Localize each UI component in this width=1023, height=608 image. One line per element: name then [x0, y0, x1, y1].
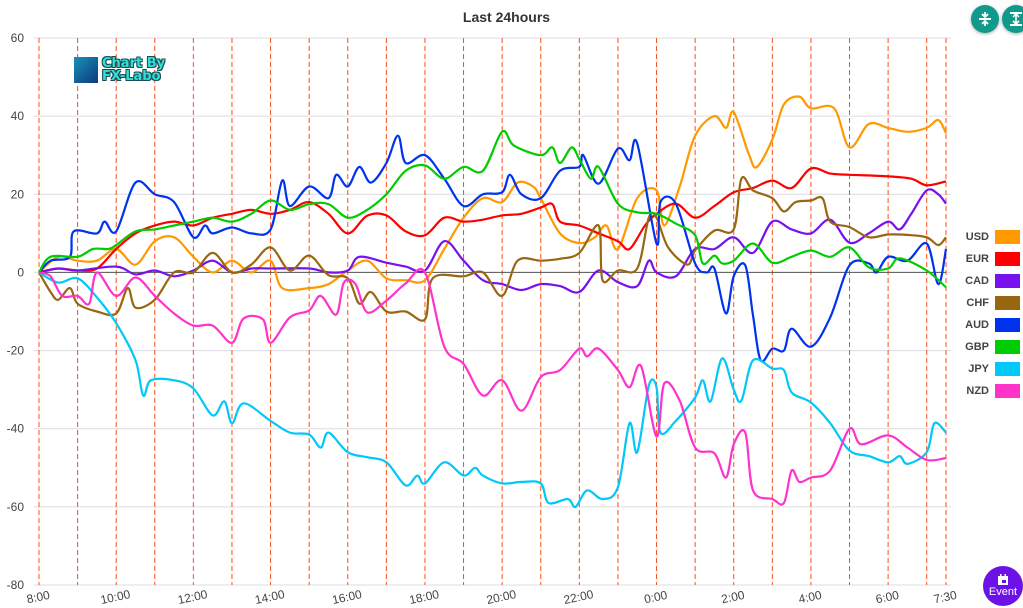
legend-label: USD — [965, 231, 989, 243]
legend-swatch — [995, 318, 1020, 332]
axis-labels: 60 40 20 0 -20 -40 -60 -808:00 10:00 12:00 14:00 16… — [7, 31, 959, 607]
legend-swatch — [995, 384, 1020, 398]
x-tick-label: 6:00 — [874, 588, 900, 607]
legend-item-gbp[interactable]: GBP — [955, 336, 1020, 358]
x-tick-label: 14:00 — [254, 587, 287, 607]
series-line-jpy — [38, 271, 947, 509]
legend-swatch — [995, 340, 1020, 354]
compress-vertical-icon — [979, 12, 991, 26]
series-line-chf — [38, 176, 947, 322]
legend-swatch — [995, 252, 1020, 266]
event-label: Event — [988, 586, 1018, 598]
event-button[interactable]: Event — [983, 566, 1023, 606]
series-line-gbp — [38, 129, 947, 289]
y-tick-label: -60 — [7, 500, 25, 514]
x-tick-label: 7:30 — [932, 588, 958, 607]
legend-item-eur[interactable]: EUR — [955, 248, 1020, 270]
series-lines — [38, 95, 948, 509]
grid — [34, 37, 951, 586]
x-tick-label: 12:00 — [176, 587, 209, 607]
series-line-cad — [38, 188, 947, 294]
x-tick-label: 22:00 — [562, 587, 595, 607]
legend: USD EUR CAD CHF AUD GBP JPY NZD — [955, 226, 1020, 402]
legend-swatch — [995, 296, 1020, 310]
legend-item-chf[interactable]: CHF — [955, 292, 1020, 314]
legend-item-cad[interactable]: CAD — [955, 270, 1020, 292]
legend-item-jpy[interactable]: JPY — [955, 358, 1020, 380]
x-tick-label: 2:00 — [720, 588, 746, 607]
series-line-eur — [38, 166, 947, 274]
logo: Chart By FX-Labo — [74, 57, 165, 83]
collapse-button[interactable] — [971, 5, 999, 33]
legend-label: JPY — [968, 363, 989, 375]
legend-item-nzd[interactable]: NZD — [955, 380, 1020, 402]
y-tick-label: 60 — [11, 31, 25, 45]
legend-item-usd[interactable]: USD — [955, 226, 1020, 248]
x-tick-label: 8:00 — [25, 588, 51, 607]
x-tick-label: 10:00 — [99, 587, 132, 607]
legend-item-aud[interactable]: AUD — [955, 314, 1020, 336]
logo-line2: FX-Labo — [102, 69, 161, 84]
legend-label: GBP — [965, 341, 989, 353]
series-line-nzd — [38, 267, 947, 506]
x-tick-label: 4:00 — [797, 588, 823, 607]
legend-label: EUR — [965, 253, 989, 265]
logo-magnifier-icon — [74, 57, 98, 83]
logo-line1: Chart By — [102, 56, 166, 71]
y-tick-label: 40 — [11, 109, 25, 123]
expand-button[interactable] — [1002, 5, 1023, 33]
y-tick-label: -80 — [7, 578, 25, 592]
legend-swatch — [995, 274, 1020, 288]
y-tick-label: 20 — [11, 187, 25, 201]
y-tick-label: -40 — [7, 422, 25, 436]
expand-vertical-icon — [1010, 12, 1022, 26]
x-tick-label: 20:00 — [485, 587, 518, 607]
series-line-aud — [38, 134, 948, 363]
legend-label: CAD — [965, 275, 989, 287]
legend-label: AUD — [965, 319, 989, 331]
y-tick-label: 0 — [17, 265, 24, 279]
y-tick-label: -20 — [7, 344, 25, 358]
legend-label: NZD — [966, 385, 989, 397]
x-tick-label: 18:00 — [408, 587, 441, 607]
legend-swatch — [995, 362, 1020, 376]
chart-title: Last 24hours — [462, 9, 551, 25]
legend-swatch — [995, 230, 1020, 244]
x-tick-label: 16:00 — [331, 587, 364, 607]
x-tick-label: 0:00 — [643, 588, 669, 607]
calendar-icon — [998, 574, 1008, 585]
legend-label: CHF — [966, 297, 989, 309]
